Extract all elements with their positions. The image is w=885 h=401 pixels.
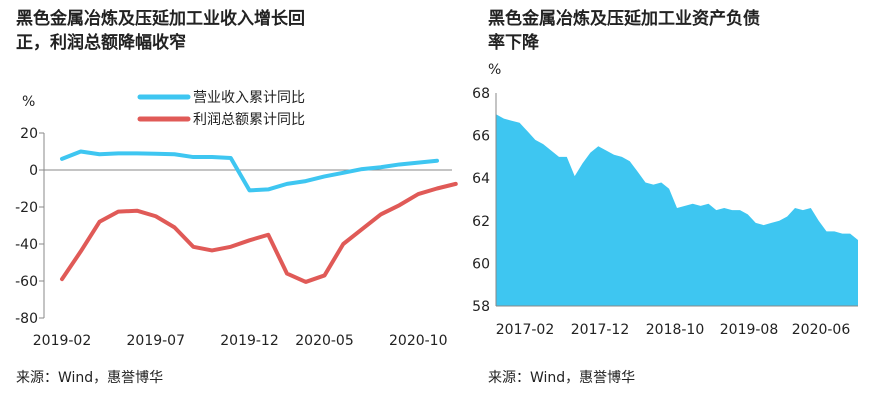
legend-label-profit: 利润总额累计同比 (193, 112, 305, 128)
profit-growth-line (60, 181, 458, 284)
debt-ratio-area-chart: % 68 66 64 62 60 58 2017-02 2017-12 2018-10 2019-0… (472, 62, 858, 338)
left-y-tick-label: -20 (15, 200, 38, 216)
right-x-tick-label: 2017-02 (496, 322, 555, 338)
right-chart-panel: 黑色金属冶炼及压延加工业资产负债 率下降 % 68 66 64 62 60 58 2017-0… (470, 0, 885, 401)
left-title-line-2: 正，利润总额降幅收窄 (16, 33, 186, 53)
revenue-profit-line-chart: % 20 0 -20 -40 -60 -80 2019-02 2019-07 2019-12 202… (15, 90, 458, 349)
right-x-tick-label: 2018-10 (646, 322, 705, 338)
left-chart-title: 黑色金属冶炼及压延加工业收入增长回 正，利润总额降幅收窄 (16, 7, 366, 55)
left-x-tick-label: 2020-10 (389, 333, 448, 349)
right-x-tick-label: 2019-08 (720, 322, 779, 338)
left-x-tick-label: 2019-02 (33, 333, 92, 349)
left-chart-panel: 黑色金属冶炼及压延加工业收入增长回 正，利润总额降幅收窄 % 20 0 -20 -40 -… (15, 7, 458, 386)
legend-label-revenue: 营业收入累计同比 (193, 90, 305, 106)
right-title-line-2: 率下降 (488, 33, 539, 53)
left-y-unit-label: % (22, 94, 35, 110)
left-y-tick-label: 20 (20, 126, 38, 142)
left-title-line-1: 黑色金属冶炼及压延加工业收入增长回 (16, 9, 305, 29)
left-y-tick-label: 0 (29, 163, 38, 179)
revenue-growth-line (60, 149, 439, 193)
left-y-tick-label: -60 (15, 274, 38, 290)
left-source-note: 来源：Wind，惠誉博华 (16, 370, 164, 386)
left-x-tick-label: 2019-12 (220, 333, 279, 349)
left-y-tick-label: -40 (15, 237, 38, 253)
right-y-tick-label: 64 (472, 171, 490, 187)
left-x-tick-label: 2019-07 (127, 333, 186, 349)
right-y-tick-label: 66 (472, 129, 490, 145)
right-x-tick-label: 2017-12 (571, 322, 630, 338)
right-y-tick-label: 68 (472, 86, 490, 102)
right-x-tick-label: 2020-06 (792, 322, 851, 338)
right-y-tick-label: 58 (472, 299, 490, 315)
right-y-tick-label: 60 (472, 256, 490, 272)
right-source-note: 来源：Wind，惠誉博华 (488, 370, 636, 386)
right-chart-title: 黑色金属冶炼及压延加工业资产负债 率下降 (488, 7, 818, 55)
left-x-tick-label: 2020-05 (295, 333, 354, 349)
left-y-tick-label: -80 (15, 311, 38, 327)
debt-ratio-area (496, 114, 858, 306)
right-title-line-1: 黑色金属冶炼及压延加工业资产负债 (488, 9, 760, 29)
right-y-unit-label: % (488, 62, 501, 78)
right-y-tick-label: 62 (472, 214, 490, 230)
